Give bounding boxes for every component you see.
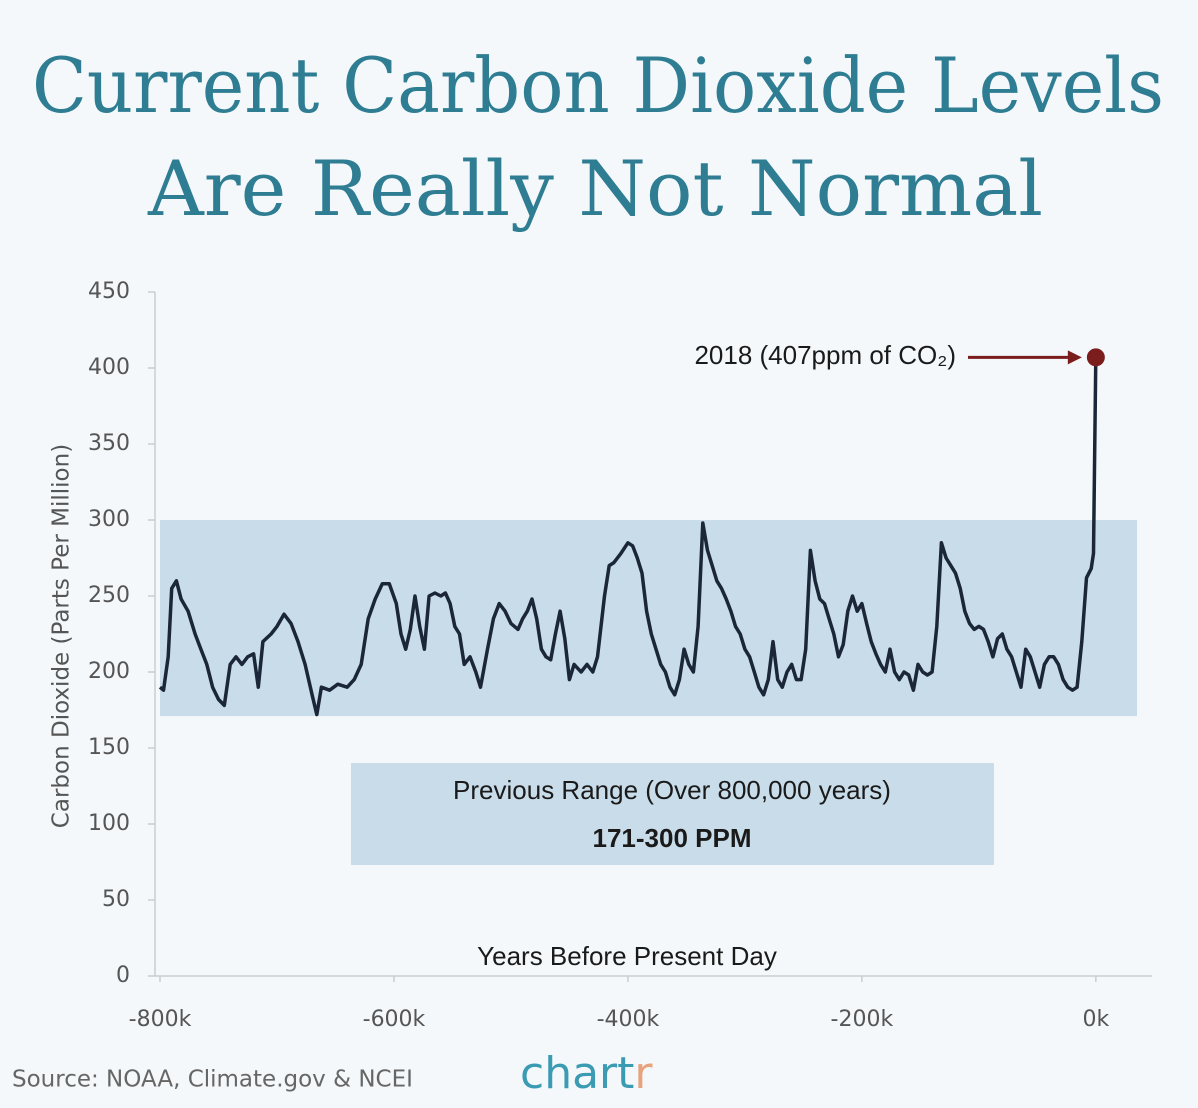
y-tick-label: 350: [88, 431, 130, 456]
y-tick-label: 200: [88, 659, 130, 684]
y-tick-label: 150: [88, 735, 130, 760]
chart-title: Current Carbon Dioxide Levels: [32, 41, 1164, 130]
logo-main: chart: [520, 1048, 634, 1099]
arrow-head: [1067, 350, 1082, 365]
y-tick-label: 400: [88, 355, 130, 380]
x-tick-label: -600k: [363, 1007, 426, 1032]
logo-accent: r: [634, 1048, 653, 1099]
x-tick-label: -800k: [129, 1007, 192, 1032]
y-tick-label: 300: [88, 507, 130, 532]
highlight-point: [1086, 348, 1105, 367]
y-tick-label: 50: [102, 887, 130, 912]
x-axis-label: Years Before Present Day: [477, 941, 777, 971]
y-tick-label: 450: [88, 279, 130, 304]
y-tick-label: 100: [88, 811, 130, 836]
x-tick-label: -200k: [831, 1007, 894, 1032]
y-tick-label: 250: [88, 583, 130, 608]
chart-title: Are Really Not Normal: [147, 144, 1043, 233]
y-axis-label: Carbon Dioxide (Parts Per Million): [49, 444, 75, 828]
data-line: [158, 357, 1098, 717]
highlight-label: 2018 (407ppm of CO₂): [694, 340, 956, 370]
y-tick-label: 0: [116, 963, 130, 988]
logo: chartr: [520, 1048, 653, 1099]
source: Source: NOAA, Climate.gov & NCEI: [12, 1067, 413, 1093]
annotation-box: [351, 763, 994, 865]
x-tick-label: 0k: [1082, 1007, 1109, 1032]
x-tick-label: -400k: [597, 1007, 660, 1032]
annotation-text: 171-300 PPM: [593, 823, 752, 853]
annotation-text: Previous Range (Over 800,000 years): [453, 775, 891, 805]
